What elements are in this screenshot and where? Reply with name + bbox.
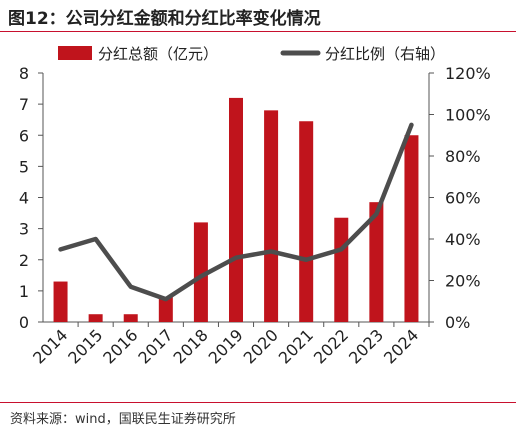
- right-tick-label: 100%: [445, 106, 491, 125]
- bar: [123, 314, 138, 322]
- bar: [229, 97, 243, 323]
- x-tick-label: 2017: [134, 325, 176, 367]
- left-tick-label: 0: [19, 313, 29, 332]
- left-tick-label: 2: [19, 251, 29, 270]
- combo-chart: 分红总额（亿元） 分红比例（右轴） 0 1 2 3 4 5 6 7 8 0% 20% 40% 60% 8…: [19, 45, 491, 368]
- x-tick-label: 2019: [205, 325, 247, 367]
- bar: [299, 121, 314, 323]
- left-tick-label: 8: [19, 64, 29, 83]
- x-tick-label: 2022: [310, 325, 352, 367]
- legend-line-label: 分红比例（右轴）: [325, 45, 445, 63]
- left-tick-label: 7: [19, 95, 29, 114]
- bar-series: [53, 97, 419, 323]
- x-tick-label: 2023: [345, 325, 387, 367]
- x-tick-label: 2018: [170, 325, 212, 367]
- bar: [334, 217, 349, 322]
- right-tick-label: 20%: [445, 272, 481, 291]
- legend-bar-swatch: [58, 46, 92, 60]
- right-tick-label: 0%: [445, 313, 470, 332]
- x-tick-label: 2020: [240, 325, 282, 367]
- right-tick-label: 40%: [445, 230, 481, 249]
- x-tick-label: 2016: [99, 325, 141, 367]
- source-note: 资料来源：wind，国联民生证券研究所: [10, 412, 236, 427]
- bar: [404, 135, 419, 322]
- left-axis-ticks: 0 1 2 3 4 5 6 7 8: [19, 64, 43, 332]
- left-tick-label: 1: [19, 282, 29, 301]
- bar: [53, 281, 68, 322]
- bar: [88, 314, 103, 322]
- bar: [369, 202, 384, 322]
- right-tick-label: 60%: [445, 189, 481, 208]
- x-tick-label: 2024: [380, 325, 422, 367]
- right-tick-label: 120%: [445, 64, 491, 83]
- left-tick-label: 5: [19, 157, 29, 176]
- chart-legend: 分红总额（亿元） 分红比例（右轴）: [58, 45, 445, 63]
- bar: [193, 222, 208, 322]
- figure-title: 图12：公司分红金额和分红比率变化情况: [8, 9, 321, 29]
- source-divider: [0, 402, 516, 403]
- left-tick-label: 4: [19, 189, 29, 208]
- right-tick-label: 80%: [445, 147, 481, 166]
- x-tick-label: 2014: [29, 325, 71, 367]
- x-tick-label: 2021: [275, 325, 317, 367]
- left-tick-label: 6: [19, 126, 29, 145]
- line-series: [58, 122, 414, 302]
- x-tick-label: 2015: [64, 325, 106, 367]
- legend-bar-label: 分红总额（亿元）: [98, 45, 218, 63]
- bar: [264, 110, 279, 322]
- left-tick-label: 3: [19, 220, 29, 239]
- title-divider: [0, 31, 516, 32]
- right-axis-ticks: 0% 20% 40% 60% 80% 100% 120%: [429, 64, 491, 332]
- bar: [158, 297, 173, 322]
- x-axis-ticks: 2014201520162017201820192020202120222023…: [29, 322, 430, 368]
